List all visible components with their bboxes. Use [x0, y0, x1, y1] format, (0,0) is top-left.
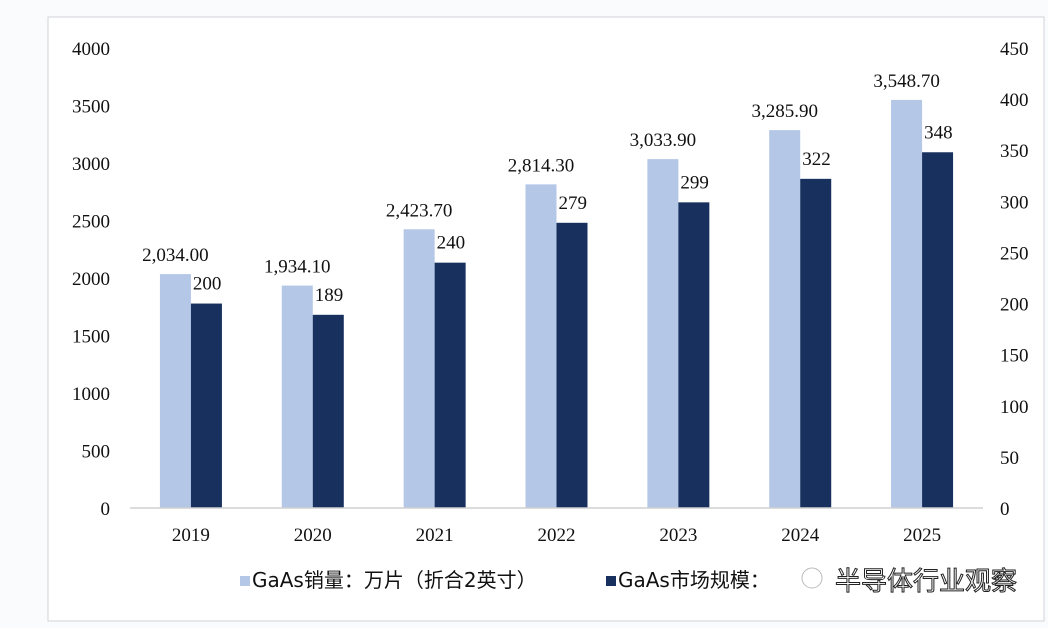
y-right-tick-label: 300 — [1000, 192, 1029, 213]
sales-volume-data-label: 3,033.90 — [630, 130, 697, 151]
y-right-tick-label: 100 — [1000, 397, 1029, 418]
market-size-bar — [678, 202, 710, 508]
sales-volume-data-label: 3,548.70 — [873, 71, 940, 92]
y-right-tick-label: 50 — [1000, 448, 1019, 469]
market-size-bar — [922, 152, 954, 508]
x-tick-label: 2025 — [903, 525, 941, 546]
y-right-tick-label: 200 — [1000, 295, 1029, 316]
y-left-tick-label: 4000 — [72, 39, 110, 60]
legend: GaAs销量：万片（折合2英寸） GaAs市场规模： — [240, 568, 770, 592]
market-size-data-label: 189 — [315, 285, 344, 306]
market-size-data-label: 322 — [802, 149, 831, 170]
sales-volume-data-label: 2,034.00 — [142, 245, 209, 266]
y-left-tick-label: 1500 — [72, 327, 110, 348]
y-left-tick-label: 2000 — [72, 269, 110, 290]
market-size-data-label: 240 — [437, 233, 466, 254]
x-tick-label: 2019 — [172, 525, 210, 546]
x-tick-label: 2024 — [781, 525, 820, 546]
sales-volume-bar — [647, 159, 679, 508]
y-right-tick-label: 350 — [1000, 141, 1029, 162]
market-size-data-label: 299 — [680, 172, 709, 193]
sales-volume-bar — [281, 285, 313, 508]
sales-volume-data-label: 2,814.30 — [508, 155, 575, 176]
y-left-tick-label: 0 — [101, 499, 111, 520]
sales-volume-bar — [525, 184, 557, 508]
legend-label-sales: GaAs销量：万片（折合2英寸） — [252, 568, 537, 592]
y-left-tick-label: 3500 — [72, 97, 110, 118]
watermark-text: 半导体行业观察 — [835, 567, 1017, 597]
sales-volume-data-label: 2,423.70 — [386, 200, 453, 221]
y-right-tick-label: 0 — [1000, 499, 1010, 520]
wechat-icon — [801, 567, 823, 589]
sales-volume-bar — [891, 99, 923, 508]
y-right-tick-label: 400 — [1000, 90, 1029, 111]
sales-volume-bar — [403, 229, 435, 508]
y-right-tick-label: 150 — [1000, 346, 1029, 367]
market-size-data-label: 348 — [924, 122, 953, 143]
sales-volume-data-label: 3,285.90 — [751, 101, 818, 122]
y-left-tick-label: 500 — [82, 442, 111, 463]
y-right-tick-label: 450 — [1000, 39, 1029, 60]
market-size-bar — [190, 303, 222, 508]
market-size-data-label: 200 — [193, 274, 222, 295]
sales-volume-data-label: 1,934.10 — [264, 257, 331, 278]
market-size-data-label: 279 — [559, 193, 588, 214]
legend-swatch-market — [606, 576, 616, 586]
x-tick-label: 2023 — [659, 525, 697, 546]
x-tick-label: 2020 — [294, 525, 332, 546]
legend-swatch-sales — [240, 576, 250, 586]
market-size-bar — [556, 222, 588, 509]
market-size-bar — [434, 262, 466, 508]
sales-volume-bar — [159, 274, 191, 508]
legend-label-market: GaAs市场规模： — [618, 568, 770, 592]
sales-volume-bar — [769, 130, 801, 508]
watermark: 半导体行业观察 — [801, 567, 1018, 598]
market-size-bar — [312, 314, 344, 508]
y-left-tick-label: 3000 — [72, 154, 110, 175]
market-size-bar — [800, 178, 832, 508]
x-tick-label: 2021 — [416, 525, 454, 546]
y-left-tick-label: 2500 — [72, 212, 110, 233]
y-left-tick-label: 1000 — [72, 384, 110, 405]
x-tick-label: 2022 — [538, 525, 576, 546]
y-right-tick-label: 250 — [1000, 243, 1029, 264]
